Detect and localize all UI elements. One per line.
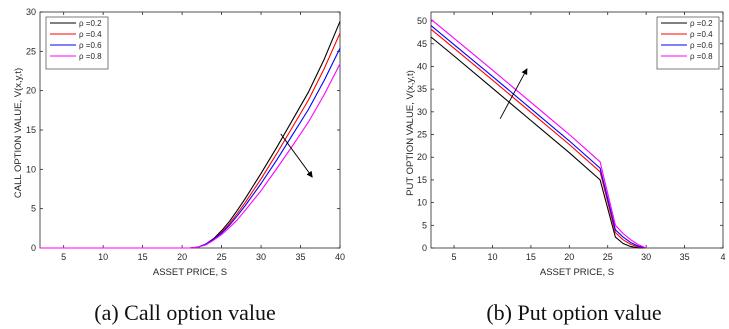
call-x-tick-label: 40	[335, 252, 345, 262]
call-legend-label: ρ =0.6	[79, 41, 102, 50]
call-x-tick-label: 30	[256, 252, 266, 262]
put-y-axis-label: PUT OPTION VALUE, V(x,y,t)	[405, 70, 416, 196]
call-legend: ρ =0.2 ρ =0.4 ρ =0.6 ρ =0.8	[45, 16, 109, 70]
put-y-tick-label: 40	[417, 61, 427, 71]
put-y-tick-label: 20	[417, 152, 427, 162]
put-x-tick-label: 15	[526, 252, 536, 262]
put-y-tick-label: 35	[417, 84, 427, 94]
put-x-tick-label: 25	[603, 252, 613, 262]
call-arrow	[280, 133, 313, 178]
put-series-line	[430, 25, 647, 249]
put-series-line	[430, 36, 647, 249]
put-plot-frame	[430, 11, 724, 249]
put-series-line	[430, 18, 647, 249]
put-x-tick-label: 4	[720, 252, 725, 262]
put-curves	[430, 18, 647, 249]
call-legend-box	[45, 16, 109, 70]
caption-b: (b) Put option value	[486, 300, 661, 325]
put-legend: ρ =0.2 ρ =0.4 ρ =0.6 ρ =0.8	[656, 16, 720, 70]
call-y-tick-label: 30	[26, 7, 36, 17]
put-y-tick-label: 45	[417, 39, 427, 49]
call-legend-label: ρ =0.4	[79, 30, 102, 39]
put-arrow	[499, 68, 528, 119]
call-series-line	[40, 47, 341, 249]
call-x-tick-label: 5	[61, 252, 66, 262]
call-series-line	[40, 63, 341, 249]
put-legend-label: ρ =0.8	[690, 52, 713, 61]
call-x-tick-label: 10	[98, 252, 108, 262]
caption-a: (a) Call option value	[94, 300, 275, 325]
put-y-tick-label: 30	[417, 107, 427, 117]
call-x-axis-label: ASSET PRICE, S	[153, 267, 227, 278]
call-direction-arrow	[280, 133, 313, 178]
put-y-tick-label: 15	[417, 175, 427, 185]
put-direction-arrow	[499, 68, 528, 119]
put-legend-label: ρ =0.2	[690, 19, 713, 28]
call-legend-label: ρ =0.8	[79, 52, 102, 61]
put-y-tick-label: 25	[417, 130, 427, 140]
call-y-tick-label: 20	[26, 86, 36, 96]
put-y-tick-label: 10	[417, 198, 427, 208]
put-x-tick-label: 30	[641, 252, 651, 262]
call-y-tick-label: 10	[26, 164, 36, 174]
call-y-tick-label: 15	[26, 125, 36, 135]
call-x-tick-label: 35	[296, 252, 306, 262]
put-x-axis-label: ASSET PRICE, S	[540, 267, 614, 278]
call-y-tick-label: 25	[26, 46, 36, 56]
put-x-tick-label: 20	[564, 252, 574, 262]
call-curves	[40, 21, 341, 249]
put-legend-box	[656, 16, 720, 70]
put-y-tick-label: 50	[417, 16, 427, 26]
put-y-tick-label: 0	[422, 243, 427, 253]
put-y-tick-label: 5	[422, 220, 427, 230]
put-legend-label: ρ =0.6	[690, 41, 713, 50]
call-x-tick-label: 15	[138, 252, 148, 262]
call-y-tick-label: 0	[31, 243, 36, 253]
call-option-chart: 5 10 15 20 25 30 35 40 0 5 10 15 20 25 30 ρ =0.2 ρ =0.4…	[13, 7, 345, 278]
put-x-tick-label: 5	[452, 252, 457, 262]
put-x-tick-label: 10	[487, 252, 497, 262]
put-legend-label: ρ =0.4	[690, 30, 713, 39]
call-x-tick-label: 25	[217, 252, 227, 262]
call-y-axis-label: CALL OPTION VALUE, V(x,y,t)	[13, 68, 24, 198]
call-x-tick-label: 20	[177, 252, 187, 262]
put-series-line	[430, 28, 647, 249]
put-x-tick-label: 35	[680, 252, 690, 262]
call-legend-label: ρ =0.2	[79, 19, 102, 28]
call-y-tick-label: 5	[31, 204, 36, 214]
